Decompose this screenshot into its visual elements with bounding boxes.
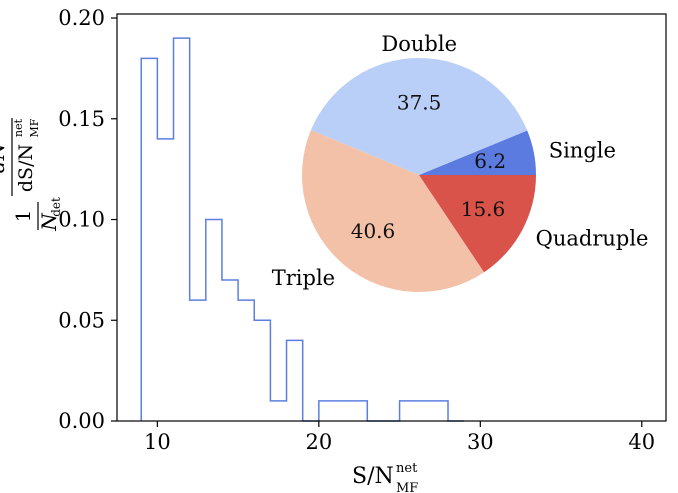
histogram-bar — [270, 401, 286, 421]
pie-chart: Single 6.2 Double 37.5 Triple 40.6 Quadruple 15… — [272, 32, 649, 292]
ylabel-det: det — [49, 197, 63, 217]
ylabel-n: N — [37, 212, 61, 232]
ylabel-one: 1 — [11, 210, 35, 223]
pie-pct-single: 6.2 — [474, 149, 506, 173]
pie-label-triple: Triple — [272, 266, 335, 290]
axes-frame — [116, 13, 667, 422]
histogram-bar — [400, 401, 416, 421]
y-axis-label: 1 N det dN dS/N net MF — [0, 118, 63, 232]
pie-label-double: Double — [381, 32, 457, 56]
ylabel-dn: dN — [0, 141, 9, 173]
histogram-bar — [190, 300, 206, 421]
x-axis-label: S/N MF net — [352, 461, 418, 493]
ylabel-ds: dS/N — [15, 144, 37, 192]
y-tick-label: 0.05 — [58, 308, 105, 332]
histogram-bar — [222, 280, 238, 421]
pie-pct-double: 37.5 — [397, 90, 442, 114]
histogram-bar — [157, 139, 173, 421]
x-tick-label: 10 — [144, 430, 171, 454]
ylabel-mf: MF — [28, 118, 41, 137]
y-tick-label: 0.15 — [58, 107, 105, 131]
x-tick-label: 40 — [628, 430, 655, 454]
xlabel-sup: net — [396, 461, 418, 476]
ylabel-net: net — [12, 118, 25, 137]
xlabel-sub: MF — [396, 481, 418, 493]
pie-slice-single — [419, 130, 536, 175]
histogram-bar — [416, 401, 432, 421]
histogram-plot: 0.00 0.05 0.10 0.15 0.20 10 20 30 40 — [58, 6, 667, 454]
histogram-bar — [351, 401, 367, 421]
histogram-bar — [254, 320, 270, 421]
pie-slice-double — [310, 58, 528, 175]
histogram-bar — [432, 401, 448, 421]
histogram-steps — [140, 37, 465, 422]
xlabel-main: S/N — [352, 464, 394, 489]
histogram-bar — [141, 58, 157, 421]
pie-pct-quadruple: 15.6 — [461, 197, 506, 221]
x-tick-label: 30 — [467, 430, 494, 454]
pie-slice-triple — [302, 130, 485, 292]
histogram-bar — [238, 300, 254, 421]
pie-label-quadruple: Quadruple — [536, 226, 649, 250]
pie-pct-triple: 40.6 — [351, 219, 396, 243]
y-tick-label: 0.10 — [58, 208, 105, 232]
histogram-bar — [319, 401, 335, 421]
y-tick-label: 0.00 — [58, 409, 105, 433]
pie-label-single: Single — [549, 138, 616, 162]
histogram-bar — [287, 340, 303, 421]
x-tick-label: 20 — [305, 430, 332, 454]
pie-slice-quadruple — [419, 175, 536, 273]
histogram-bar — [174, 38, 190, 421]
histogram-bar — [335, 401, 351, 421]
y-tick-label: 0.20 — [58, 6, 105, 30]
histogram-bar — [206, 220, 222, 421]
